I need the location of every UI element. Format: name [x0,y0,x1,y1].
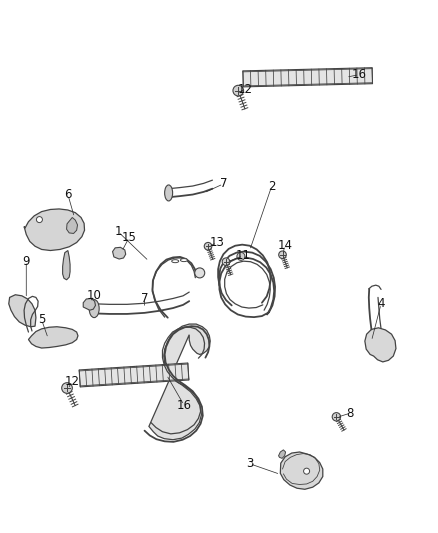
Polygon shape [149,324,210,440]
Circle shape [195,268,205,278]
Text: 5: 5 [38,313,45,326]
Polygon shape [280,452,323,489]
Circle shape [36,216,42,223]
Circle shape [279,251,286,259]
Polygon shape [63,251,70,280]
Text: 11: 11 [236,249,251,262]
Text: 12: 12 [65,375,80,387]
Text: 16: 16 [352,68,367,81]
Text: 7: 7 [219,177,227,190]
Polygon shape [243,68,372,87]
Text: 1: 1 [114,225,122,238]
Polygon shape [365,328,396,362]
Circle shape [222,258,230,265]
Ellipse shape [165,185,173,201]
Text: 7: 7 [141,292,148,305]
Text: 16: 16 [177,399,191,411]
Text: 3: 3 [246,457,253,470]
Text: 6: 6 [64,188,72,201]
Text: 12: 12 [238,83,253,96]
Circle shape [233,85,244,96]
Circle shape [204,243,212,250]
Circle shape [304,468,310,474]
Ellipse shape [180,259,187,262]
Polygon shape [279,450,286,458]
Ellipse shape [89,300,99,318]
Text: 4: 4 [377,297,385,310]
Circle shape [62,383,72,393]
Text: 13: 13 [209,236,224,249]
Text: 9: 9 [22,255,30,268]
Text: 14: 14 [277,239,292,252]
Ellipse shape [172,260,179,263]
Circle shape [332,413,341,421]
Polygon shape [28,327,78,348]
Polygon shape [67,217,78,233]
Polygon shape [83,298,95,310]
Polygon shape [79,363,189,387]
Text: 2: 2 [268,180,276,193]
Polygon shape [113,247,126,259]
Polygon shape [9,295,36,327]
Polygon shape [24,209,85,251]
Text: 15: 15 [122,231,137,244]
Text: 10: 10 [87,289,102,302]
Text: 8: 8 [347,407,354,419]
Circle shape [237,252,245,261]
